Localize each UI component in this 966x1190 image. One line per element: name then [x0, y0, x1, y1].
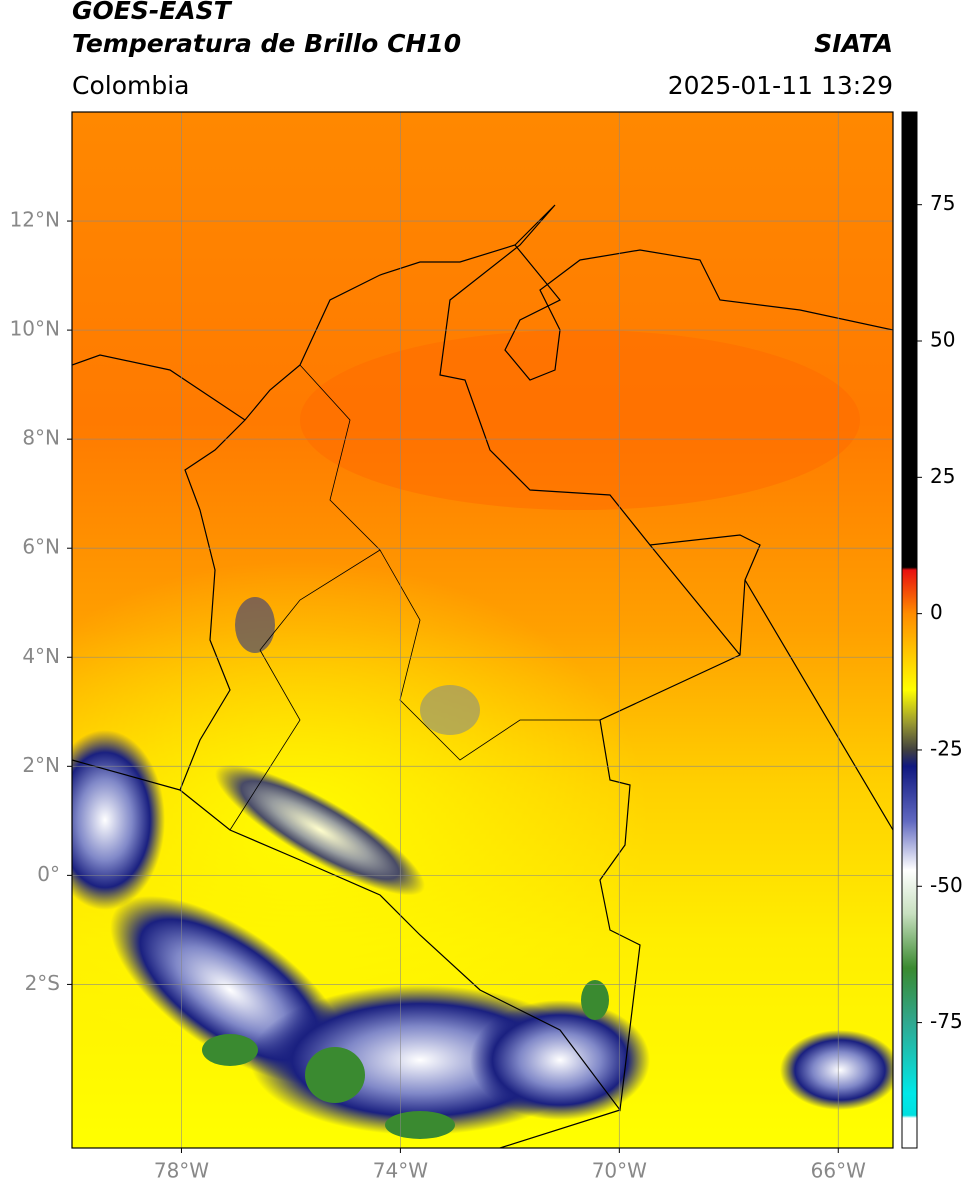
cold-top [202, 1034, 258, 1066]
y-tick-label: 6°N [22, 535, 60, 559]
colorbar-tick-label: 50 [930, 328, 955, 352]
y-tick-label: 0° [37, 862, 60, 886]
cold-top [385, 1111, 455, 1139]
x-tick-label: 66°W [811, 1159, 866, 1183]
cold-top [581, 980, 609, 1020]
cold-top [305, 1047, 365, 1103]
cloud [780, 1030, 893, 1110]
colorbar-tick-label: 25 [930, 464, 955, 488]
colorbar-tick-label: 75 [930, 191, 955, 215]
title: GOES-EAST [72, 0, 233, 25]
colorbar-tick-label: -50 [930, 873, 963, 897]
y-tick-label: 4°N [22, 644, 60, 668]
source: SIATA [814, 29, 893, 58]
border [179, 204, 761, 1112]
cloud [470, 1000, 650, 1120]
y-tick-label: 12°N [10, 208, 60, 232]
date: 2025-01-11 13:29 [668, 71, 893, 100]
y-tick-label: 2°N [22, 753, 60, 777]
map-area [72, 112, 893, 1148]
map-frame [71, 111, 894, 1149]
border [72, 244, 893, 1148]
colorbar [901, 111, 918, 1149]
colorbar-tick-label: 0 [930, 600, 943, 624]
x-tick-label: 74°W [373, 1159, 428, 1183]
x-tick-label: 78°W [154, 1159, 209, 1183]
y-tick-label: 2°S [25, 971, 60, 995]
subtitle: Temperatura de Brillo CH10 [72, 29, 461, 58]
y-tick-label: 8°N [22, 426, 60, 450]
region: Colombia [72, 71, 189, 100]
cloud [420, 685, 480, 735]
department-border [229, 364, 600, 831]
cloud [235, 597, 275, 653]
warm-area [300, 330, 860, 510]
colorbar-tick-label: -25 [930, 736, 963, 760]
x-tick-label: 70°W [592, 1159, 647, 1183]
cloud [215, 764, 425, 896]
colorbar-tick-label: -75 [930, 1009, 963, 1033]
cloud [72, 730, 165, 910]
y-tick-label: 10°N [10, 317, 60, 341]
